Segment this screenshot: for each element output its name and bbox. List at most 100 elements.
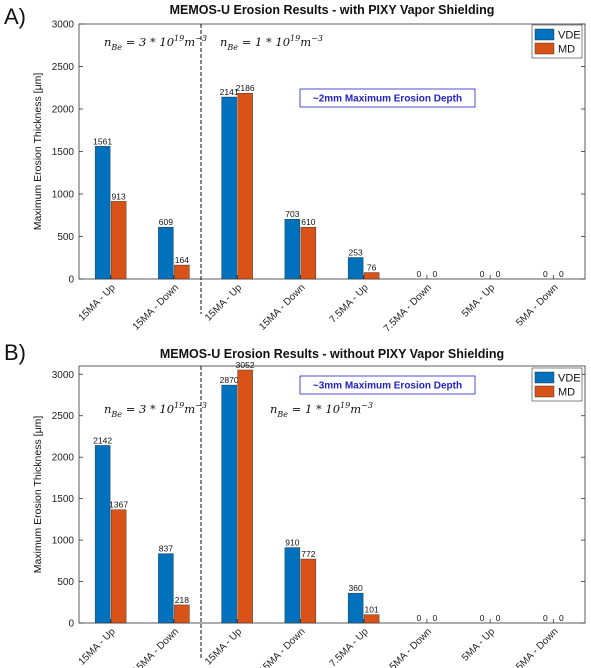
bar-vde — [221, 96, 237, 280]
x-tick-label: 15MA - Down — [257, 282, 307, 332]
data-label: 0 — [559, 269, 564, 279]
annotation-text: ~3mm Maximum Erosion Depth — [313, 381, 462, 392]
chart-title: MEMOS-U Erosion Results - without PIXY V… — [160, 347, 504, 361]
y-tick-label: 500 — [57, 232, 74, 243]
density-label-base: n — [220, 35, 227, 49]
bar-vde — [284, 219, 301, 280]
data-label: 0 — [480, 613, 485, 623]
panel-letter: B) — [4, 340, 26, 365]
legend-label: VDE — [558, 30, 581, 42]
density-label: nBe = 3 * 1019m−3 — [104, 401, 207, 419]
x-tick-label: 5MA - Up — [460, 626, 498, 664]
data-label: 164 — [175, 255, 189, 265]
bar-md — [110, 201, 127, 280]
density-label-sub: Be — [276, 410, 288, 419]
density-label-eq: = 1 * 10 — [288, 402, 340, 416]
y-tick-label: 2500 — [52, 411, 75, 422]
annotation-text: ~2mm Maximum Erosion Depth — [313, 94, 462, 105]
bar-md — [363, 272, 380, 280]
data-label: 101 — [365, 605, 379, 615]
data-label: 0 — [417, 613, 422, 623]
bar-md — [300, 226, 317, 280]
x-tick-label: 15MA - Down — [257, 626, 307, 668]
bar-vde — [158, 553, 174, 624]
bar-md — [300, 558, 317, 624]
legend-label: MD — [558, 387, 575, 399]
data-label: 0 — [417, 269, 422, 279]
y-tick-label: 0 — [68, 275, 74, 286]
legend-label: VDE — [558, 373, 581, 385]
density-label-exp: 19 — [340, 401, 350, 410]
bar-md — [174, 264, 190, 280]
x-tick-label: 7.5MA - Down — [382, 626, 434, 668]
data-label: 0 — [559, 613, 564, 623]
x-tick-label: 7.5MA - Up — [328, 626, 371, 668]
x-tick-label: 5MA - Up — [460, 282, 498, 320]
chart-title: MEMOS-U Erosion Results - with PIXY Vapo… — [170, 3, 495, 17]
legend-swatch-md — [534, 385, 555, 398]
x-tick-label: 15MA - Up — [77, 626, 118, 667]
y-tick-label: 3000 — [52, 20, 75, 31]
x-tick-label: 7.5MA - Down — [382, 282, 434, 334]
bar-vde — [284, 547, 301, 624]
y-tick-label: 1000 — [52, 536, 75, 547]
legend-swatch-vde — [534, 371, 555, 384]
density-label-unit: m — [184, 35, 195, 49]
data-label: 0 — [480, 269, 485, 279]
x-tick-label: 5MA - Down — [514, 626, 560, 668]
density-label-exp: 19 — [290, 34, 300, 43]
data-label: 0 — [543, 613, 548, 623]
density-label-eq: = 3 * 10 — [122, 35, 174, 49]
data-label: 2186 — [236, 83, 255, 93]
x-tick-label: 15MA - Down — [131, 626, 181, 668]
density-label-exp: 19 — [174, 401, 184, 410]
data-label: 0 — [433, 613, 438, 623]
data-label: 2142 — [93, 435, 112, 445]
density-label-sub: Be — [226, 43, 238, 52]
data-label: 1367 — [109, 500, 128, 510]
x-tick-label: 15MA - Down — [131, 282, 181, 332]
density-label-sub: Be — [110, 410, 122, 419]
bar-md — [237, 92, 253, 280]
data-label: 0 — [496, 269, 501, 279]
y-axis-label: Maximum Erosion Thickness [μm] — [32, 73, 44, 231]
density-label-base: n — [104, 35, 111, 49]
bar-vde — [94, 146, 111, 280]
bar-md — [174, 604, 190, 624]
data-label: 913 — [112, 191, 126, 201]
density-label-unit_exp: −3 — [361, 401, 373, 410]
x-tick-label: 5MA - Down — [514, 282, 560, 328]
y-tick-label: 1500 — [52, 494, 75, 505]
y-axis-label: Maximum Erosion Thickness [μm] — [32, 416, 44, 574]
y-tick-label: 2000 — [52, 105, 75, 116]
y-tick-label: 2500 — [52, 62, 75, 73]
legend-label: MD — [558, 44, 575, 56]
density-label-sub: Be — [110, 43, 122, 52]
bar-md — [110, 509, 127, 624]
data-label: 610 — [301, 217, 315, 227]
density-label: nBe = 1 * 1019m−3 — [220, 34, 323, 52]
bar-vde — [221, 384, 237, 624]
x-tick-label: 15MA - Up — [77, 282, 118, 323]
y-tick-label: 500 — [57, 577, 74, 588]
data-label: 218 — [175, 595, 189, 605]
bar-vde — [347, 257, 364, 280]
density-label-eq: = 3 * 10 — [122, 402, 174, 416]
panel-letter: A) — [4, 4, 26, 29]
annotation-box — [299, 88, 476, 108]
data-label: 609 — [159, 217, 173, 227]
chart-panel-b: B) MEMOS-U Erosion Results - without PIXY… — [4, 340, 586, 668]
density-label-base: n — [104, 402, 111, 416]
legend-swatch-vde — [534, 28, 555, 41]
density-label-unit: m — [184, 402, 195, 416]
density-label-unit_exp: −3 — [195, 34, 207, 43]
data-label: 1561 — [93, 136, 112, 146]
density-label: nBe = 3 * 1019m−3 — [104, 34, 207, 52]
density-label-unit_exp: −3 — [311, 34, 323, 43]
data-label: 703 — [285, 209, 299, 219]
data-label: 0 — [543, 269, 548, 279]
bar-vde — [158, 227, 174, 280]
chart-panel-a: A) MEMOS-U Erosion Results - with PIXY Va… — [4, 3, 586, 335]
data-label: 3052 — [236, 360, 255, 370]
legend-swatch-md — [534, 42, 555, 55]
